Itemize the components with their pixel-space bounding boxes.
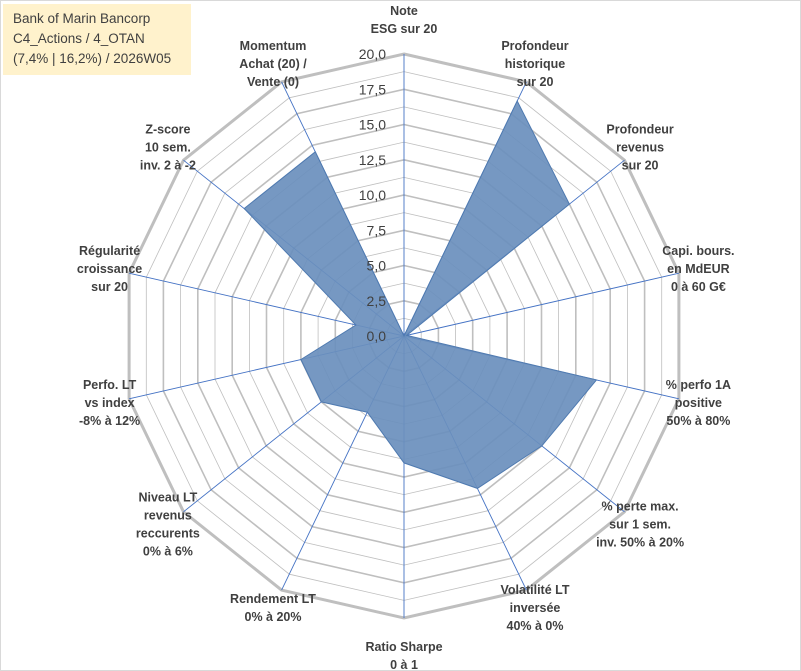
axis-label: Capi. bours. en MdEUR 0 à 60 G€ [662, 244, 734, 294]
chart-title-box: Bank of Marin Bancorp C4_Actions / 4_OTA… [3, 4, 191, 75]
axis-label: Rendement LT 0% à 20% [230, 592, 316, 624]
axis-label: Profondeur historique sur 20 [501, 39, 568, 89]
axis-label: Volatilité LT inversée 40% à 0% [501, 583, 570, 633]
spoke-line [403, 272, 680, 337]
axis-label: Z-score 10 sem. inv. 2 à -2 [140, 123, 196, 173]
axis-label: % perte max. sur 1 sem. inv. 50% à 20% [596, 499, 684, 549]
title-line-stats: (7,4% | 16,2%) / 2026W05 [13, 51, 172, 66]
title-line-category: C4_Actions / 4_OTAN [13, 31, 145, 46]
radial-tick-labels: 0,0 2,5 5,0 7,5 10,0 12,5 15,0 17,5 20,0 [359, 46, 386, 344]
radial-tick-label: 10,0 [359, 187, 386, 203]
radial-tick-label: 20,0 [359, 46, 386, 62]
axis-label: Ratio Sharpe 0 à 1 [365, 640, 442, 670]
series-area [243, 99, 598, 489]
radial-tick-label: 2,5 [367, 293, 387, 309]
axis-label: Note ESG sur 20 [371, 4, 438, 36]
radial-tick-label: 5,0 [367, 258, 387, 274]
axis-label: Perfo. LT vs index -8% à 12% [79, 378, 140, 428]
axis-label: Niveau LT revenus reccurents 0% à 6% [136, 490, 200, 558]
title-line-company: Bank of Marin Bancorp [13, 11, 151, 26]
radial-tick-label: 7,5 [367, 222, 387, 238]
radial-tick-label: 12,5 [359, 152, 386, 168]
radial-tick-label: 0,0 [367, 328, 387, 344]
axis-label: Régularité croissance sur 20 [77, 244, 142, 294]
axis-label: % perfo 1A positive 50% à 80% [666, 378, 731, 428]
radial-tick-label: 15,0 [359, 117, 386, 133]
radar-series [243, 99, 598, 489]
radial-tick-label: 17,5 [359, 81, 386, 97]
axis-label: Momentum Achat (20) / Vente (0) [239, 39, 307, 89]
axis-labels: Note ESG sur 20 Profondeur historique sur 20… [77, 4, 735, 670]
axis-label: Profondeur revenus sur 20 [606, 123, 673, 173]
